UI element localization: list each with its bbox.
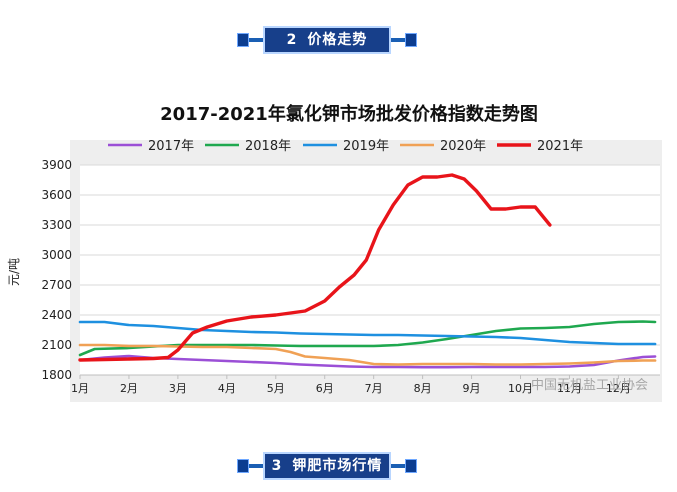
y-axis-label: 元/吨 [7,258,21,286]
x-tick-label: 11月 [557,382,582,395]
series-line-2021 [78,173,552,362]
banner-label-box: 3 钾肥市场行情 [263,452,391,480]
legend-label: 2021年 [537,139,583,154]
x-tick-labels: 1月 2月 3月 4月 5月 6月 7月 8月 9月 10月 11月 12月 [71,382,631,395]
y-tick-label: 1800 [41,368,72,382]
x-tick-label: 1月 [71,382,89,395]
chart-title: 2017-2021年氯化钾市场批发价格指数走势图 [160,103,538,125]
y-tick-label: 2400 [41,308,72,322]
series-lines [78,173,657,369]
x-tick-label: 2月 [120,382,138,395]
x-tick-label: 10月 [508,382,533,395]
x-tick-label: 4月 [218,382,236,395]
plot-area [80,165,660,375]
watermark-text: 中国无机盐工业协会 [531,378,648,393]
y-tick-label: 3600 [41,188,72,202]
series-line-2017 [78,354,657,369]
y-tick-label: 3300 [41,218,72,232]
x-tick-label: 7月 [365,382,383,395]
section-number: 3 [271,458,283,474]
legend: 2017年 2018年 2019年 2020年 2021年 [108,139,583,154]
series-line-2019 [78,320,657,346]
y-tick-label: 3000 [41,248,72,262]
banner-cap-left [237,459,249,473]
y-tick-label: 2700 [41,278,72,292]
x-tick-label: 8月 [414,382,432,395]
banner-label-box: 2 价格走势 [263,26,391,54]
legend-label: 2020年 [440,139,486,154]
section-banner-price-trend: 2 价格走势 [237,26,417,54]
section-title: 钾肥市场行情 [292,458,383,474]
y-tick-labels: 1800 2100 2400 2700 3000 3300 3600 3900 [41,158,72,382]
banner-cap-right [405,33,417,47]
section-title: 价格走势 [307,32,368,48]
section-number: 2 [286,32,298,48]
legend-label: 2019年 [343,139,389,154]
y-tick-label: 2100 [41,338,72,352]
legend-label: 2018年 [245,139,291,154]
x-tick-label: 5月 [267,382,285,395]
section-banner-potash-market: 3 钾肥市场行情 [237,452,417,480]
banner-cap-left [237,33,249,47]
banner-cap-right [405,459,417,473]
series-line-2018 [78,320,657,357]
y-tick-label: 3900 [41,158,72,172]
x-tick-label: 9月 [463,382,481,395]
x-tick-label: 6月 [316,382,334,395]
x-tick-label: 3月 [169,382,187,395]
x-tick-label: 12月 [606,382,631,395]
legend-label: 2017年 [148,139,194,154]
